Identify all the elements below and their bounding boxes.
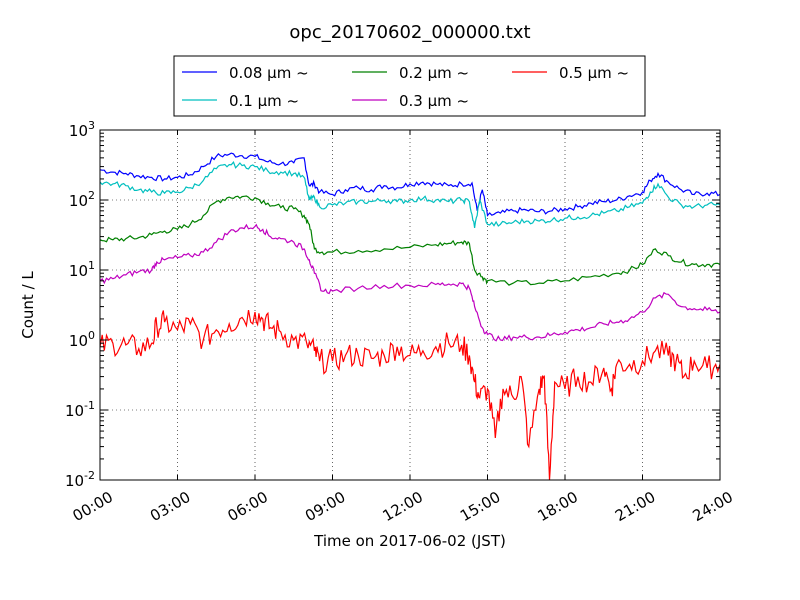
grid	[99, 129, 721, 481]
x-tick-label: 15:00	[457, 488, 503, 525]
x-tick-label: 12:00	[380, 488, 426, 525]
y-tick-label: 10-2	[65, 469, 95, 490]
chart-title: opc_20170602_000000.txt	[289, 22, 530, 43]
legend-label: 0.5 μm ~	[559, 64, 629, 82]
series-line	[100, 195, 720, 286]
y-tick-label: 103	[69, 119, 95, 140]
y-tick-label: 10-1	[65, 399, 95, 420]
series-line	[100, 161, 720, 228]
x-tick-label: 09:00	[302, 488, 348, 525]
legend-label: 0.3 μm ~	[399, 92, 469, 110]
y-tick-label: 100	[69, 329, 95, 350]
series-line	[100, 223, 720, 342]
x-tick-label: 24:00	[690, 488, 736, 525]
x-tick-label: 06:00	[225, 488, 271, 525]
x-axis-label: Time on 2017-06-02 (JST)	[313, 532, 506, 550]
y-axis-label: Count / L	[19, 271, 37, 339]
series-line	[100, 152, 720, 217]
legend-label: 0.08 μm ~	[229, 64, 309, 82]
legend-label: 0.2 μm ~	[399, 64, 469, 82]
x-tick-label: 00:00	[70, 488, 116, 525]
series-line	[100, 309, 720, 480]
x-tick-label: 18:00	[535, 488, 581, 525]
x-tick-label: 21:00	[612, 488, 658, 525]
legend-label: 0.1 μm ~	[229, 92, 299, 110]
legend: 0.08 μm ~ 0.2 μm ~ 0.5 μm ~ 0.1 μm ~ 0.3 μm …	[173, 55, 646, 117]
ticks: 00:00 03:00 06:00 09:00 12:00 15:00 18:00 21:00…	[65, 119, 736, 525]
y-tick-label: 102	[69, 189, 95, 210]
x-tick-label: 03:00	[147, 488, 193, 525]
series-lines	[100, 152, 720, 480]
y-tick-label: 101	[69, 259, 95, 280]
legend-box	[173, 55, 646, 117]
